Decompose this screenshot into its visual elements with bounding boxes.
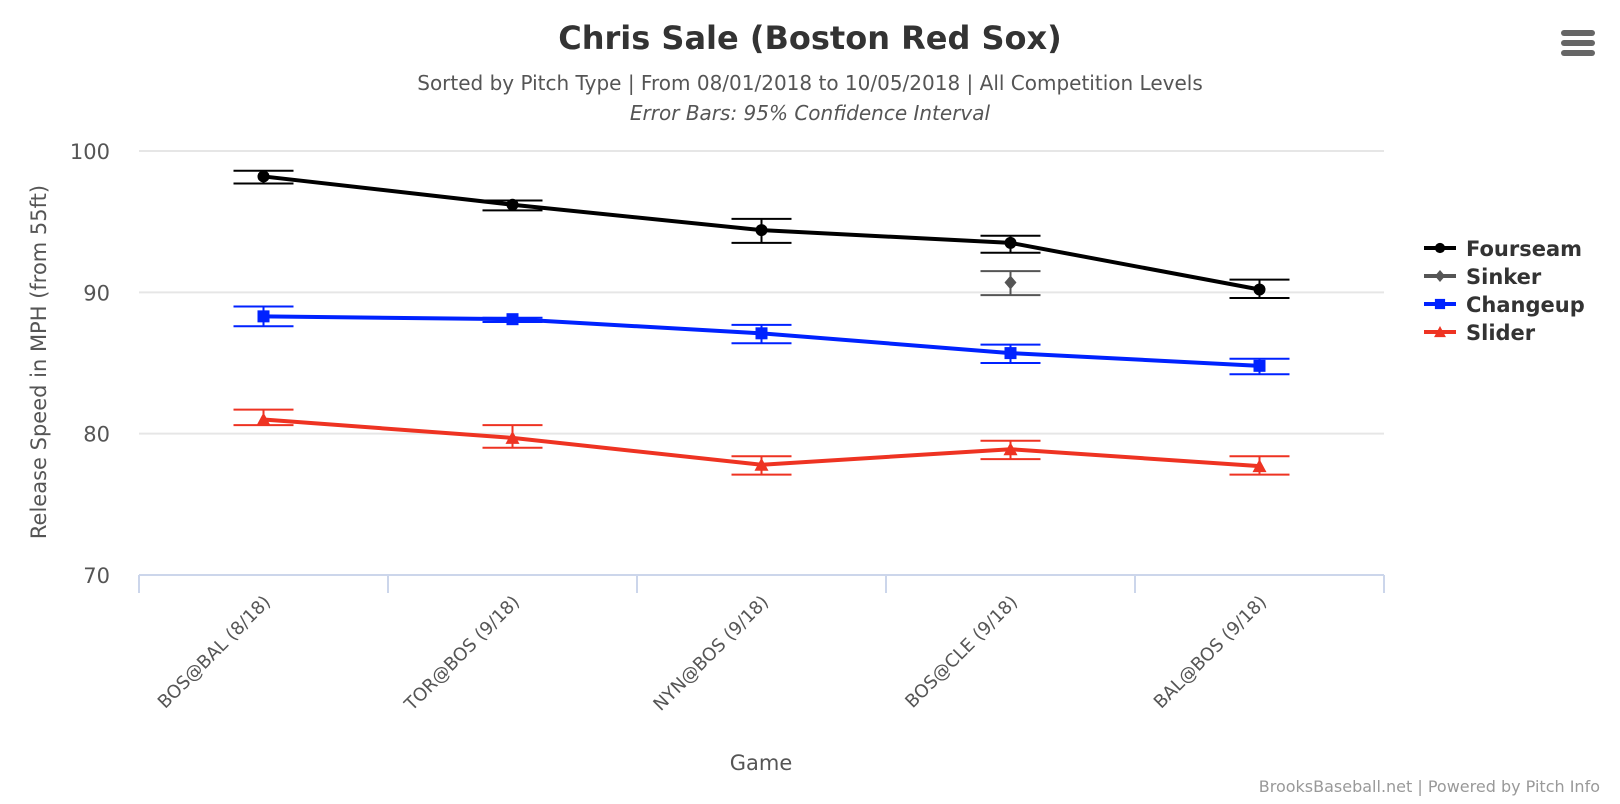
credits-link[interactable]: BrooksBaseball.net | Powered by Pitch In… — [1259, 777, 1600, 796]
x-tick-label: BOS@BAL (8/18) — [154, 592, 275, 713]
marker-circle — [1004, 236, 1017, 249]
marker-square — [1253, 359, 1266, 372]
marker-circle — [1434, 242, 1446, 254]
legend-item-slider[interactable]: Slider — [1424, 321, 1536, 345]
marker-square — [1434, 298, 1446, 310]
marker-circle — [506, 198, 519, 211]
marker-circle — [1253, 283, 1266, 296]
marker-square — [257, 310, 270, 323]
y-tick-label: 70 — [83, 564, 110, 588]
x-tick-label: BAL@BOS (9/18) — [1150, 592, 1271, 713]
marker-square — [506, 313, 519, 326]
marker-square — [1004, 347, 1017, 360]
x-tick-label: TOR@BOS (9/18) — [400, 592, 524, 716]
series-sinker — [980, 270, 1041, 297]
chart-subtitle-error-bars: Error Bars: 95% Confidence Interval — [630, 101, 991, 125]
marker-triangle — [1003, 442, 1018, 456]
x-tick-label: BOS@CLE (9/18) — [901, 592, 1022, 713]
chart-title: Chris Sale (Boston Red Sox) — [558, 19, 1062, 57]
series-fourseam — [233, 169, 1290, 299]
series-changeup — [233, 305, 1290, 376]
legend-label: Fourseam — [1466, 237, 1582, 261]
legend-label: Slider — [1466, 321, 1536, 345]
legend-label: Sinker — [1466, 265, 1542, 289]
marker-triangle — [754, 457, 769, 471]
y-axis-title: Release Speed in MPH (from 55ft) — [27, 185, 51, 539]
marker-diamond — [1004, 275, 1017, 290]
marker-square — [755, 327, 768, 340]
marker-triangle — [1434, 326, 1446, 338]
x-tick-label: NYN@BOS (9/18) — [649, 592, 773, 716]
y-tick-label: 100 — [70, 140, 110, 164]
series-slider — [233, 408, 1290, 476]
marker-diamond — [1434, 270, 1446, 282]
y-tick-label: 80 — [83, 423, 110, 447]
marker-triangle — [505, 430, 520, 444]
menu-button[interactable] — [1561, 30, 1595, 56]
legend-item-sinker[interactable]: Sinker — [1424, 265, 1542, 289]
marker-circle — [257, 170, 270, 183]
y-tick-label: 90 — [83, 281, 110, 305]
legend-item-fourseam[interactable]: Fourseam — [1424, 237, 1582, 261]
chart-subtitle: Sorted by Pitch Type | From 08/01/2018 t… — [417, 71, 1203, 95]
marker-triangle — [1252, 459, 1267, 473]
legend-label: Changeup — [1466, 293, 1585, 317]
marker-triangle — [256, 412, 271, 426]
legend-item-changeup[interactable]: Changeup — [1424, 293, 1585, 317]
x-axis-title: Game — [730, 751, 793, 775]
marker-circle — [755, 224, 768, 237]
